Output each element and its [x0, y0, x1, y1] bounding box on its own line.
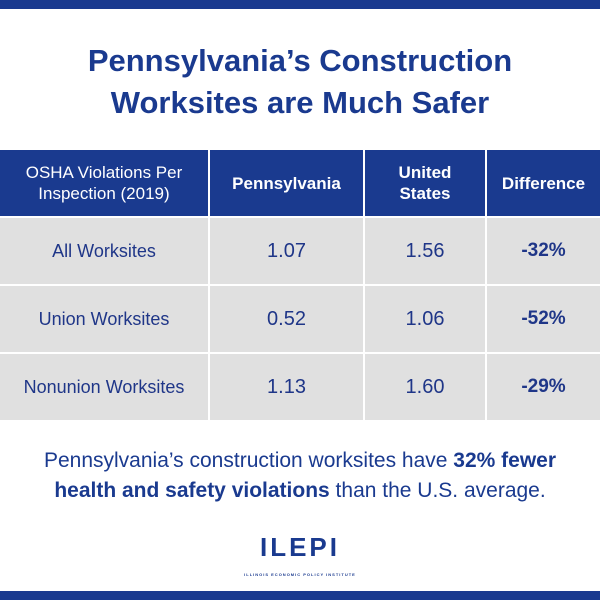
- header-label-line: OSHA Violations Per: [25, 163, 183, 182]
- header-label-line: United: [398, 163, 452, 182]
- difference-value: -52%: [485, 286, 600, 352]
- ilepi-logo: ILEPI ILLINOIS ECONOMIC POLICY INSTITUTE: [0, 534, 600, 588]
- us-value: 1.06: [363, 286, 485, 352]
- summary-text: Pennsylvania’s construction worksites ha…: [0, 446, 600, 506]
- us-value: 1.56: [363, 218, 485, 284]
- logo-text: ILEPI: [259, 532, 340, 562]
- header-pennsylvania: Pennsylvania: [208, 150, 363, 216]
- header-united-states: United States: [363, 150, 485, 216]
- header-osha-violations: OSHA Violations Per Inspection (2019): [0, 150, 208, 216]
- title-line-1: Pennsylvania’s Construction: [87, 43, 513, 78]
- table-row: Nonunion Worksites 1.13 1.60 -29%: [0, 352, 600, 420]
- table-row: Union Worksites 0.52 1.06 -52%: [0, 284, 600, 352]
- table-row: All Worksites 1.07 1.56 -32%: [0, 216, 600, 284]
- summary-bold-1: 32% fewer: [453, 449, 557, 472]
- row-label: All Worksites: [0, 218, 208, 284]
- violations-table: OSHA Violations Per Inspection (2019) Pe…: [0, 150, 600, 420]
- logo-subtitle: ILLINOIS ECONOMIC POLICY INSTITUTE: [244, 572, 356, 577]
- top-border: [0, 0, 600, 9]
- pa-value: 1.13: [208, 354, 363, 420]
- header-label-line: Inspection (2019): [38, 184, 170, 203]
- difference-value: -29%: [485, 354, 600, 420]
- page-title: Pennsylvania’s Construction Worksites ar…: [0, 40, 600, 124]
- row-label: Nonunion Worksites: [0, 354, 208, 420]
- summary-part-1: Pennsylvania’s construction worksites ha…: [43, 449, 454, 472]
- pa-value: 0.52: [208, 286, 363, 352]
- table-header-row: OSHA Violations Per Inspection (2019) Pe…: [0, 150, 600, 216]
- logo-wordmark: ILEPI ILLINOIS ECONOMIC POLICY INSTITUTE: [244, 534, 356, 588]
- header-label-line: States: [399, 184, 451, 203]
- summary-part-2: than the U.S. average.: [329, 479, 546, 502]
- summary-bold-2: health and safety violations: [54, 479, 330, 502]
- header-difference: Difference: [485, 150, 600, 216]
- pa-value: 1.07: [208, 218, 363, 284]
- row-label: Union Worksites: [0, 286, 208, 352]
- difference-value: -32%: [485, 218, 600, 284]
- us-value: 1.60: [363, 354, 485, 420]
- bottom-border: [0, 591, 600, 600]
- title-line-2: Worksites are Much Safer: [110, 85, 490, 120]
